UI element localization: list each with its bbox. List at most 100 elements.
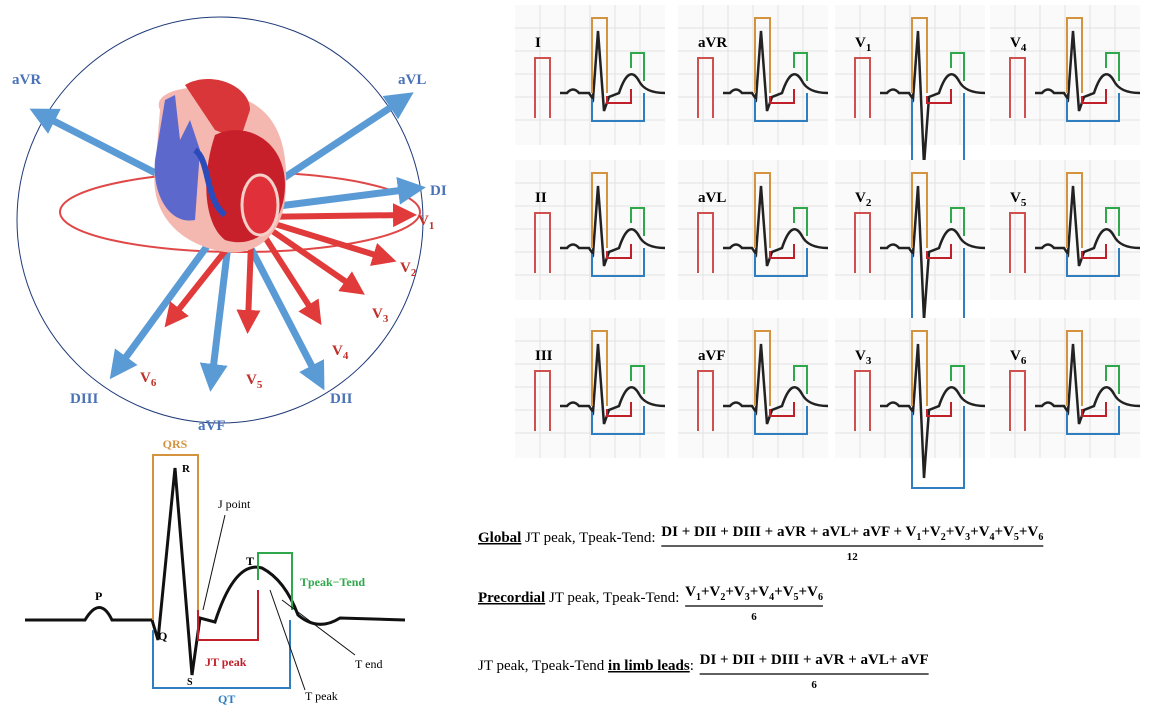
lead-label: V4 [332, 343, 349, 362]
panel-label: III [535, 348, 553, 364]
lead-label: aVR [12, 72, 41, 88]
label: T end [355, 657, 382, 671]
lead-subscript: 1 [429, 220, 435, 232]
formulas: Global JT peak, Tpeak-Tend: DI + DII + D… [478, 524, 1043, 691]
numerator-term: +V [970, 524, 990, 540]
jt-peak-bracket [198, 590, 258, 640]
numerator-term: +V [799, 584, 819, 600]
numerator-term: DI + DII + DIII + aVR + aVL+ aVF + V [661, 524, 916, 540]
formula-lead: Precordial JT peak, Tpeak-Tend: [478, 590, 683, 606]
numerator-term: V [685, 584, 696, 600]
panel-label-subscript: 1 [866, 42, 872, 54]
ecg-panel: V1 [835, 5, 985, 175]
formula-lead: Global JT peak, Tpeak-Tend: [478, 530, 659, 546]
subscript: 6 [818, 592, 823, 603]
label: S [187, 677, 193, 688]
lead-subscript: 5 [257, 379, 263, 391]
label: P [95, 589, 102, 603]
lead-label: V1 [418, 213, 434, 232]
panel-label: aVF [698, 348, 726, 364]
panel-label-text: aVR [698, 35, 727, 51]
numerator-term: +V [946, 524, 966, 540]
label: R [182, 463, 191, 475]
ecg-panel: V4 [990, 5, 1140, 145]
ecg-panel: V5 [990, 160, 1140, 300]
ecg-panel: V6 [990, 318, 1140, 458]
ecg-panel: aVL [678, 160, 828, 300]
panel-label-subscript: 6 [1021, 355, 1027, 367]
lead-label: V3 [372, 306, 389, 325]
label: QRS [163, 437, 188, 451]
lead-subscript: 3 [383, 313, 389, 325]
lead-label: DIII [70, 391, 99, 407]
lead-label: aVL [398, 72, 426, 88]
formula-lead-in: JT peak, Tpeak-Tend: [545, 590, 683, 606]
lead-label: V6 [140, 370, 157, 389]
panel-label-text: III [535, 348, 553, 364]
panel-label-text: aVL [698, 190, 726, 206]
panel-label-subscript: 3 [866, 355, 872, 367]
formula-numerator: DI + DII + DIII + aVR + aVL+ aVF [700, 652, 929, 668]
label: QT [218, 692, 235, 706]
formula-emphasis: Global [478, 530, 521, 546]
panel-label-text: V [1010, 190, 1021, 206]
ecg-waveform: QRS R J point P Q S T Tpeak−Tend JT peak… [25, 437, 405, 706]
lead-label: V5 [246, 372, 263, 391]
panel-label-subscript: 5 [1021, 197, 1027, 209]
ecg-trace [25, 468, 405, 675]
formula-denominator: 6 [811, 679, 817, 691]
panel-label: aVR [698, 35, 727, 51]
ecg-panel: V3 [835, 318, 985, 488]
lead-label: DI [430, 183, 447, 199]
panel-label-text: V [855, 190, 866, 206]
ecg-panels: IaVRV1V4IIaVLV2V5IIIaVFV3V6 [515, 5, 1140, 488]
panel-label: II [535, 190, 547, 206]
numerator-term: DI + DII + DIII + aVR + aVL+ aVF [700, 652, 929, 668]
numerator-term: +V [774, 584, 794, 600]
formula-emphasis: in limb leads [608, 658, 690, 674]
panel-label-text: aVF [698, 348, 726, 364]
panel-label: aVL [698, 190, 726, 206]
lead-subscript: 4 [343, 350, 349, 362]
formula-numerator: DI + DII + DIII + aVR + aVL+ aVF + V1+V2… [661, 524, 1043, 543]
j-point-pointer [203, 515, 225, 610]
lead-label: aVF [198, 418, 226, 434]
numerator-term: +V [1019, 524, 1039, 540]
panel-label: I [535, 35, 541, 51]
lead-letter: V [140, 370, 151, 386]
lead-letter: V [332, 343, 343, 359]
formula-lead: JT peak, Tpeak-Tend in limb leads: [478, 658, 698, 674]
tpeak-tend-bracket [258, 553, 292, 610]
label: Tpeak−Tend [300, 575, 365, 589]
label: T [246, 554, 254, 568]
t-end-pointer [282, 600, 355, 655]
numerator-term: +V [725, 584, 745, 600]
panel-label-subscript: 2 [866, 197, 872, 209]
lead-letter: V [372, 306, 383, 322]
ecg-panel: aVR [678, 5, 828, 145]
numerator-term: +V [701, 584, 721, 600]
panel-label-text: V [855, 35, 866, 51]
panel-label-text: V [855, 348, 866, 364]
formula-lead-in: JT peak, Tpeak-Tend: [521, 530, 659, 546]
label: J point [218, 497, 251, 511]
numerator-term: +V [750, 584, 770, 600]
figure: aVRaVLDIDIIIaVFDIIV1V2V3V4V5V6 IaVRV1V4I… [0, 0, 1153, 706]
lead-label: V2 [400, 260, 417, 279]
subscript: 6 [1038, 532, 1043, 543]
ecg-panel: aVF [678, 318, 828, 458]
heart [154, 79, 286, 253]
panel-label-text: II [535, 190, 547, 206]
formula-denominator: 12 [847, 551, 859, 563]
ecg-panel: III [515, 318, 665, 458]
formula-prefix: JT peak, Tpeak-Tend [478, 658, 608, 674]
lead-letter: V [418, 213, 429, 229]
t-peak-pointer [270, 590, 305, 690]
label: T peak [305, 689, 338, 703]
panel-label-text: V [1010, 348, 1021, 364]
ecg-panel: I [515, 5, 665, 145]
qt-bracket [153, 620, 290, 688]
panel-label-text: V [1010, 35, 1021, 51]
lead-label: DII [330, 391, 353, 407]
